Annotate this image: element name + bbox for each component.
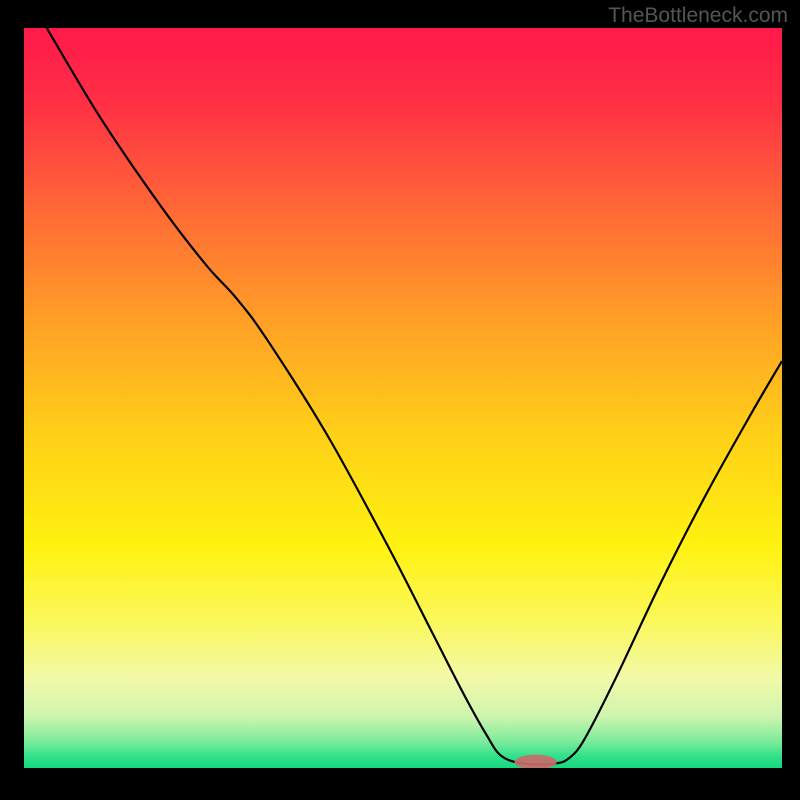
watermark-text: TheBottleneck.com bbox=[608, 4, 788, 28]
bottleneck-chart bbox=[24, 28, 782, 768]
gradient-background bbox=[24, 28, 782, 768]
